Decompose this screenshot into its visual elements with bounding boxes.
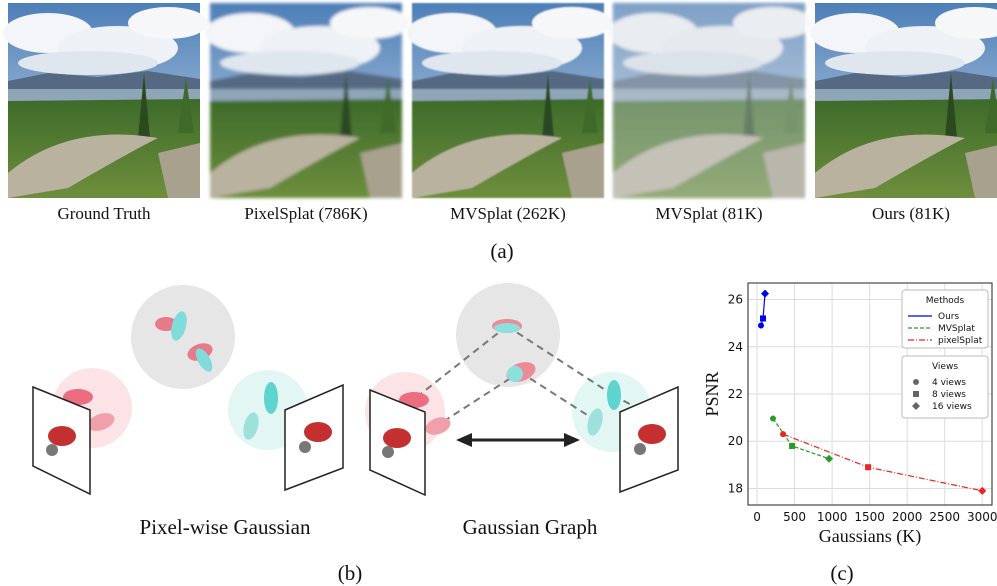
- panel-label: (a): [490, 239, 513, 263]
- legend-title: Methods: [926, 296, 965, 306]
- panel-a-captions: Ground Truth PixelSplat (786K) MVSplat (…: [57, 204, 949, 263]
- x-axis-label: Gaussians (K): [819, 526, 921, 547]
- legend-title: Views: [932, 362, 958, 372]
- caption: Ours (81K): [872, 204, 950, 223]
- y-tick-label: 18: [728, 481, 743, 495]
- x-tick-label: 0: [753, 510, 761, 524]
- caption: Gaussian Graph: [463, 515, 598, 539]
- legend-label: 8 views: [932, 390, 966, 400]
- panel-label: (c): [830, 561, 853, 585]
- x-tick-label: 2000: [892, 510, 923, 524]
- image-ground-truth: [3, 3, 208, 198]
- panel-a-images: [3, 3, 997, 198]
- image-mvsplat-262k: [407, 3, 612, 198]
- figure: Ground Truth PixelSplat (786K) MVSplat (…: [0, 0, 997, 586]
- caption: MVSplat (262K): [450, 204, 566, 223]
- legend-marker: [913, 379, 919, 385]
- caption: MVSplat (81K): [655, 204, 762, 223]
- image-ours: [810, 3, 997, 198]
- data-point: [761, 290, 769, 298]
- data-point: [789, 443, 795, 449]
- panel-b-drawing: [33, 283, 678, 495]
- y-tick-label: 26: [728, 293, 743, 307]
- caption: PixelSplat (786K): [244, 204, 367, 223]
- series-line: [783, 434, 982, 491]
- legend-label: Ours: [938, 312, 959, 322]
- x-tick-label: 1000: [817, 510, 848, 524]
- series-line: [773, 419, 829, 459]
- data-point: [865, 464, 871, 470]
- caption: Pixel-wise Gaussian: [140, 515, 311, 539]
- legend-label: 4 views: [932, 378, 966, 388]
- y-tick-label: 24: [728, 340, 743, 354]
- y-tick-label: 22: [728, 387, 743, 401]
- y-axis-label: PSNR: [702, 371, 722, 416]
- legend-marker: [913, 391, 919, 397]
- y-tick-label: 20: [728, 434, 743, 448]
- data-point: [770, 416, 776, 422]
- x-tick-label: 3000: [967, 510, 997, 524]
- data-point: [760, 315, 766, 321]
- legend-label: 16 views: [932, 402, 972, 412]
- data-point: [780, 431, 786, 437]
- legend-label: MVSplat: [938, 324, 975, 334]
- x-tick-label: 2500: [929, 510, 960, 524]
- caption: Ground Truth: [57, 204, 151, 223]
- x-tick-label: 500: [783, 510, 806, 524]
- image-pixelsplat: [205, 3, 410, 198]
- x-tick-label: 1500: [854, 510, 885, 524]
- image-mvsplat-81k: [608, 3, 813, 198]
- data-point: [758, 323, 764, 329]
- panel-label: (b): [338, 561, 363, 585]
- legend-label: pixelSplat: [938, 336, 983, 346]
- chart: 0 500 1000 1500 2000 2500 3000 18 20 22 24 26 Gaussi…: [702, 283, 997, 547]
